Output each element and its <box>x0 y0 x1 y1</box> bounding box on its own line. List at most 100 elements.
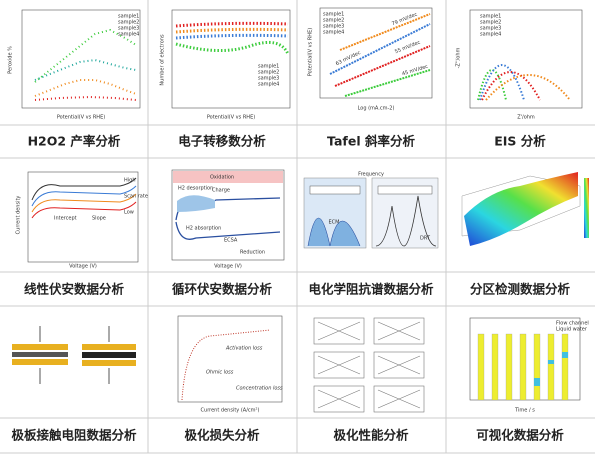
legend: sample2 <box>323 18 344 24</box>
thumb-impedance: ECM DRT Frequency <box>303 172 439 249</box>
axis-label: Voltage (V) <box>69 264 97 270</box>
legend: sample3 <box>323 24 344 30</box>
legend: sample1 <box>480 14 501 20</box>
legend: sample1 <box>323 12 344 18</box>
axis-label: Number of electrons <box>160 34 166 86</box>
plot-frame <box>469 9 583 109</box>
caption: 分区检测数据分析 <box>470 282 571 297</box>
caption: Tafel 斜率分析 <box>327 134 415 149</box>
caption: H2O2 产率分析 <box>28 134 121 149</box>
bar <box>562 352 568 358</box>
axis-label: Potential(V vs RHE) <box>57 115 105 121</box>
band <box>173 171 283 183</box>
legend: sample1 <box>258 64 279 70</box>
bar <box>519 333 527 401</box>
caption: EIS 分析 <box>494 134 546 149</box>
curve <box>329 23 431 75</box>
curve <box>477 69 507 101</box>
axis-label: Potential(V vs RHE) <box>207 115 255 121</box>
curve <box>34 95 137 101</box>
axis-label: Voltage (V) <box>214 264 242 270</box>
thumb-lsv: Voltage (V) Current density High Low Sca… <box>16 171 148 270</box>
caption: 线性伏安数据分析 <box>24 282 125 297</box>
legend: sample3 <box>118 26 139 32</box>
caption: 循环伏安数据分析 <box>172 282 273 297</box>
mini-plot <box>313 385 365 413</box>
bar <box>534 378 540 386</box>
caption: 电子转移数分析 <box>178 134 266 149</box>
annotation: DRT <box>420 236 431 242</box>
annotation: Ohmic loss <box>206 370 234 376</box>
annotation: Charge <box>212 188 230 194</box>
thumb-surface <box>461 172 589 246</box>
legend: sample3 <box>258 76 279 82</box>
plate <box>82 352 136 358</box>
bar <box>547 333 555 401</box>
thumb-bars: Time / s Flow channel Liquid water <box>469 317 589 414</box>
bar <box>561 333 569 401</box>
axis-label: Current density (A/cm²) <box>201 408 260 414</box>
region <box>177 195 215 212</box>
plate <box>12 352 68 357</box>
curve <box>31 201 137 219</box>
mini-plot <box>373 351 425 379</box>
legend: sample4 <box>118 32 139 38</box>
axis-label: Potential(V vs RHE) <box>308 28 314 76</box>
annotation: Oxidation <box>210 175 234 181</box>
annotation: High <box>124 178 136 184</box>
legend: Flow channel <box>556 321 589 327</box>
axis-label: Peroxide % <box>8 46 14 74</box>
plot-frame <box>171 9 291 109</box>
legend: sample4 <box>258 82 279 88</box>
bar <box>477 333 485 401</box>
curve <box>317 321 421 409</box>
caption: 极板接触电阻数据分析 <box>11 428 137 443</box>
curve <box>481 71 541 101</box>
thumb-tafel: Log (mA.cm-2) Potential(V vs RHE) sample… <box>308 7 433 112</box>
curve <box>31 185 137 207</box>
colorbar <box>584 178 589 238</box>
plate <box>12 344 68 350</box>
plot-frame <box>21 9 141 109</box>
curve <box>34 58 137 81</box>
curve <box>175 27 289 34</box>
annotation: ECSA <box>224 238 238 244</box>
plate <box>12 359 68 365</box>
curve <box>175 40 290 55</box>
curve <box>334 45 431 87</box>
annotation: H2 absorption <box>186 226 221 232</box>
curve <box>175 221 281 240</box>
curve <box>339 13 431 51</box>
legend: sample1 <box>118 14 139 20</box>
plot-frame <box>177 315 283 403</box>
thumb-small-plots <box>313 317 425 413</box>
curve <box>175 21 289 28</box>
plot-frame <box>319 7 433 99</box>
legend: sample2 <box>258 70 279 76</box>
thumb-eis: Z'/ohm -Z''/ohm sample1 sample2 sample3 … <box>456 9 583 121</box>
legend: sample2 <box>118 20 139 26</box>
mini-plot <box>313 351 365 379</box>
annotation: Intercept <box>54 216 77 222</box>
surface <box>464 172 578 246</box>
curve <box>31 193 137 213</box>
mini-plot <box>373 317 425 345</box>
mini-plot <box>373 385 425 413</box>
axis-label: Log (mA.cm-2) <box>358 106 395 112</box>
plate <box>82 360 136 366</box>
annotation: Scan rate <box>124 194 148 200</box>
caption: 极化损失分析 <box>184 428 260 443</box>
annotation: Slope <box>92 216 106 222</box>
circuit <box>377 185 433 195</box>
legend: Liquid water <box>556 327 588 333</box>
plate <box>82 344 136 350</box>
curve <box>175 33 289 40</box>
annotation: Activation loss <box>225 346 263 352</box>
axis-label: Z'/ohm <box>517 115 535 121</box>
thumb-plates <box>12 326 136 384</box>
mini-plot <box>313 317 365 345</box>
axes-box <box>461 175 581 237</box>
annotation: 63 mV/dec <box>335 50 362 67</box>
